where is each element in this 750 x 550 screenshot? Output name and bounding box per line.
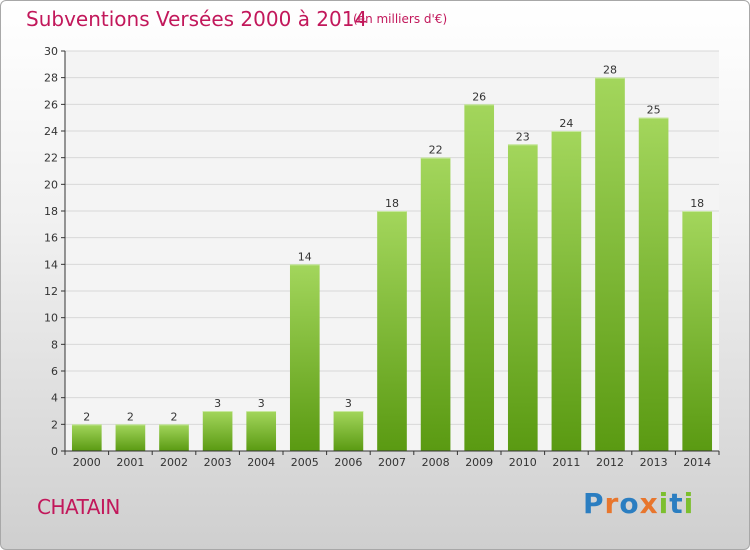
bar xyxy=(71,424,102,451)
x-tick-label: 2012 xyxy=(596,456,624,469)
bar xyxy=(638,117,669,452)
logo-letter: t xyxy=(669,487,684,520)
logo-letter: r xyxy=(604,487,620,520)
x-tick-label: 2006 xyxy=(334,456,362,469)
x-tick-label: 2001 xyxy=(116,456,144,469)
bar-value-label: 14 xyxy=(298,250,312,263)
bar-value-label: 22 xyxy=(429,144,443,157)
y-tick-label: 20 xyxy=(44,178,58,191)
y-tick-label: 26 xyxy=(44,98,58,111)
x-tick-label: 2004 xyxy=(247,456,275,469)
bar xyxy=(595,77,625,452)
bar-value-label: 28 xyxy=(603,64,617,77)
bar-value-label: 18 xyxy=(385,197,399,210)
bar-value-label: 2 xyxy=(83,410,90,423)
bar-value-label: 3 xyxy=(345,397,352,410)
commune-name: CHATAIN xyxy=(37,495,120,519)
x-tick-label: 2002 xyxy=(160,456,188,469)
logo-letter: i xyxy=(658,487,670,520)
bar-value-label: 3 xyxy=(214,397,221,410)
y-tick-label: 8 xyxy=(51,338,58,351)
bar-value-label: 3 xyxy=(258,397,265,410)
y-tick-label: 2 xyxy=(51,418,58,431)
y-tick-label: 28 xyxy=(44,72,58,85)
bar-value-label: 25 xyxy=(647,104,661,117)
bar-value-label: 23 xyxy=(516,130,530,143)
y-tick-label: 6 xyxy=(51,365,58,378)
x-tick-label: 2003 xyxy=(204,456,232,469)
proxiti-logo[interactable]: Proxiti xyxy=(583,487,694,520)
logo-letter: x xyxy=(639,487,659,520)
chart-subtitle: (en milliers d'€) xyxy=(353,12,448,26)
y-tick-label: 18 xyxy=(44,205,58,218)
y-tick-label: 22 xyxy=(44,152,58,165)
x-tick-label: 2010 xyxy=(509,456,537,469)
y-tick-label: 24 xyxy=(44,125,58,138)
bar xyxy=(377,211,407,451)
bar xyxy=(682,211,713,451)
bar xyxy=(507,144,538,452)
logo-letter: i xyxy=(683,487,695,520)
x-tick-label: 2009 xyxy=(465,456,493,469)
y-tick-label: 10 xyxy=(44,312,58,325)
logo-letter: P xyxy=(583,487,605,520)
logo-letter: o xyxy=(619,487,640,520)
x-tick-label: 2013 xyxy=(640,456,668,469)
y-tick-label: 4 xyxy=(51,392,58,405)
bar xyxy=(289,264,320,451)
bar xyxy=(115,424,146,451)
x-tick-label: 2011 xyxy=(552,456,580,469)
y-tick-label: 12 xyxy=(44,285,58,298)
chart-title: Subventions Versées 2000 à 2014 xyxy=(26,7,368,31)
bar xyxy=(159,424,189,451)
bar-value-label: 24 xyxy=(559,117,573,130)
bar xyxy=(551,131,582,451)
x-tick-label: 2014 xyxy=(683,456,711,469)
bar-value-label: 2 xyxy=(171,410,178,423)
x-tick-label: 2008 xyxy=(422,456,450,469)
bar xyxy=(464,104,495,451)
y-tick-label: 0 xyxy=(51,445,58,458)
y-tick-label: 16 xyxy=(44,232,58,245)
y-tick-label: 14 xyxy=(44,258,58,271)
x-tick-label: 2007 xyxy=(378,456,406,469)
bar xyxy=(420,157,451,451)
y-tick-label: 30 xyxy=(44,45,58,58)
bar-value-label: 2 xyxy=(127,410,134,423)
bar-value-label: 26 xyxy=(472,90,486,103)
bar xyxy=(202,411,233,451)
bar-value-label: 18 xyxy=(690,197,704,210)
bar xyxy=(333,411,364,451)
x-tick-label: 2000 xyxy=(73,456,101,469)
bars xyxy=(71,77,713,452)
x-tick-label: 2005 xyxy=(291,456,319,469)
bar xyxy=(246,411,277,451)
